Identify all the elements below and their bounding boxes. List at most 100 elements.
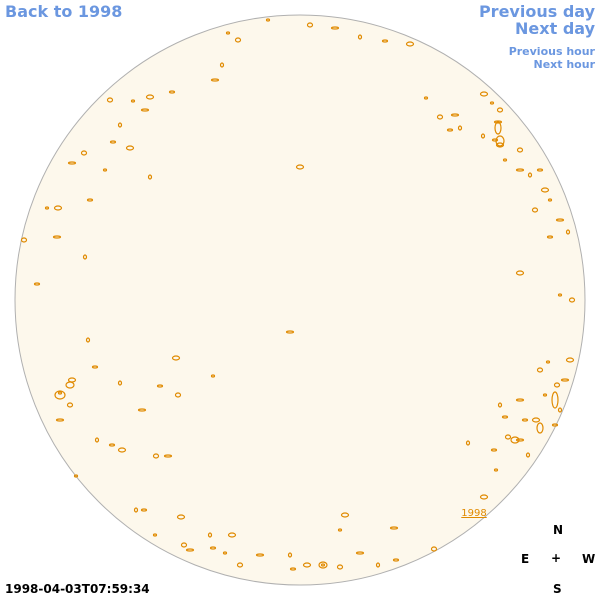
contour-speck [555,218,565,222]
contour-speck [145,94,155,100]
contour-speck [436,114,444,120]
contour-speck [457,125,463,131]
contour-cluster [536,422,544,434]
contour-speck [133,507,139,513]
previous-day-link[interactable]: Previous day [478,2,595,21]
contour-speck [479,494,489,500]
contour-speck [255,553,265,557]
next-day-link[interactable]: Next day [515,19,595,38]
contour-speck [465,440,471,446]
contour-speck [479,91,489,97]
contour-speck [527,172,533,178]
contour-speck [94,437,100,443]
contour-speck [225,31,231,35]
contour-speck [57,391,63,395]
contour-speck [73,474,79,478]
contour-speck [515,168,525,172]
contour-speck [423,96,429,100]
contour-speck [553,382,561,388]
contour-speck [66,402,74,408]
contour-speck [501,415,509,419]
contour-speck [330,26,340,30]
contour-cluster [494,121,502,135]
compass-east-label: E [521,552,530,566]
contour-speck [540,187,550,193]
contour-speck [430,546,438,552]
year-marker-label[interactable]: 1998 [461,508,486,519]
compass-north-label: N [553,523,564,537]
contour-speck [152,533,158,537]
contour-speck [547,198,553,202]
contour-speck [20,237,28,243]
contour-cluster [54,390,66,400]
contour-speck [219,62,225,68]
contour-speck [490,448,498,452]
contour-speck [340,512,350,518]
contour-speck [560,378,570,382]
contour-speck [234,37,242,43]
contour-speck [320,563,326,567]
contour-speck [536,168,544,172]
previous-hour-link[interactable]: Previous hour [508,45,595,58]
contour-speck [557,293,563,297]
contour-speck [480,133,486,139]
contour-speck [137,408,147,412]
contour-speck [405,41,415,47]
contour-speck [504,434,512,440]
contour-speck [355,551,365,555]
contour-speck [521,418,529,422]
contour-speck [546,235,554,239]
contour-speck [80,150,88,156]
contour-speck [531,417,541,423]
contour-speck [493,120,503,124]
contour-speck [125,145,135,151]
contour-speck [108,443,116,447]
back-to-year-link[interactable]: Back to 1998 [5,2,123,21]
contour-speck [495,142,505,148]
contour-speck [44,206,50,210]
contour-speck [102,168,108,172]
compass-south-label: S [553,582,562,596]
contour-speck [67,161,77,165]
contour-speck [287,552,293,558]
contour-speck [147,174,153,180]
contour-speck [91,365,99,369]
contour-cluster [551,391,559,409]
contour-speck [52,235,62,239]
contour-speck [174,392,182,398]
contour-speck [551,423,559,427]
contour-cluster [65,381,75,389]
contour-speck [163,454,173,458]
contour-speck [306,22,314,28]
contour-speck [82,254,88,260]
contour-speck [285,330,295,334]
contour-speck [53,205,63,211]
contour-speck [117,380,123,386]
contour-speck [392,558,400,562]
contour-speck [185,548,195,552]
contour-speck [542,393,548,397]
contour-cluster [510,436,520,444]
contour-speck [140,108,150,112]
contour-speck [531,207,539,213]
contour-speck [130,99,136,103]
contour-speck [496,107,504,113]
observation-timestamp: 1998-04-03T07:59:34 [5,582,150,596]
compass-west-label: W [582,552,596,566]
contour-speck [557,407,563,413]
contour-speck [140,508,148,512]
contour-speck [515,438,525,442]
contour-speck [491,138,499,142]
contour-speck [565,229,571,235]
active-region-contours [20,18,576,571]
next-hour-link[interactable]: Next hour [533,58,596,71]
contour-speck [536,367,544,373]
contour-speck [289,567,297,571]
contour-speck [180,542,188,548]
contour-speck [156,384,164,388]
solar-disk [14,14,586,586]
contour-speck [265,18,271,22]
compass-center-icon: + [551,551,562,565]
contour-speck [207,532,213,538]
